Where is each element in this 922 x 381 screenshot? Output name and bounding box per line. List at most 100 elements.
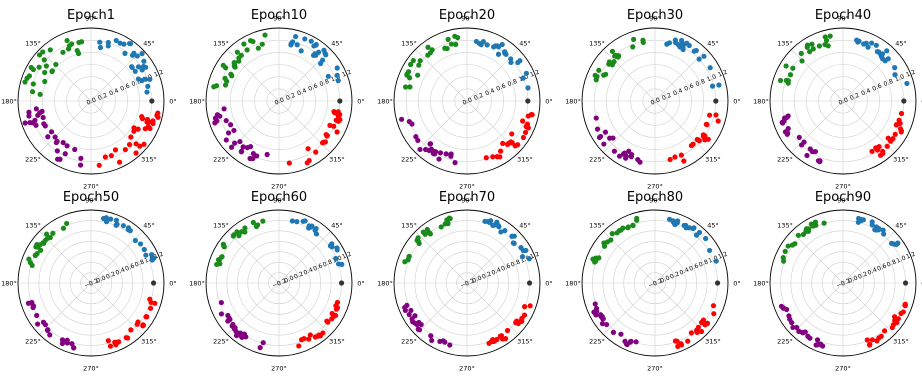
data-point — [407, 84, 413, 90]
data-point — [865, 44, 871, 50]
data-point — [236, 233, 242, 239]
data-point — [448, 151, 454, 157]
data-point — [593, 255, 599, 261]
radial-tick-label: 1.2 — [529, 251, 541, 261]
data-point — [599, 321, 606, 327]
data-point — [53, 61, 59, 68]
data-point — [334, 299, 341, 306]
data-point — [596, 67, 602, 73]
data-point — [69, 341, 75, 347]
data-point — [509, 233, 515, 239]
angular-gridline — [791, 231, 844, 284]
data-point — [42, 78, 48, 85]
polar-subplot: Epoch400°45°90°135°180°225°270°315°0.00.… — [753, 8, 922, 191]
angle-tick-label: 90° — [273, 15, 285, 23]
angle-tick-label: 90° — [837, 197, 849, 205]
angle-tick-label: 90° — [85, 197, 97, 205]
angular-gridline — [466, 282, 519, 335]
subplot-title: Epoch60 — [251, 190, 307, 205]
data-point — [525, 98, 531, 104]
data-point — [672, 37, 678, 43]
angular-gridline — [278, 282, 331, 335]
data-point — [495, 51, 502, 57]
data-point — [902, 303, 908, 309]
data-point — [137, 241, 144, 247]
radial-tick-label: 0.8 — [507, 78, 519, 88]
subplot-title: Epoch50 — [63, 190, 119, 205]
data-point — [794, 324, 800, 331]
angle-tick-label: 225° — [213, 155, 229, 163]
data-point — [633, 339, 639, 345]
angular-gridline — [90, 49, 143, 102]
data-point — [102, 154, 108, 160]
data-point — [873, 145, 879, 151]
data-point — [606, 59, 612, 65]
data-point — [610, 135, 616, 141]
data-point — [327, 122, 333, 128]
data-point — [807, 49, 813, 55]
data-point — [108, 152, 114, 159]
angle-tick-label: 45° — [519, 40, 531, 48]
data-point — [780, 255, 786, 261]
data-point — [601, 243, 608, 249]
data-point — [244, 47, 250, 53]
data-point — [713, 112, 719, 118]
data-point — [221, 106, 227, 112]
angle-tick-label: 0° — [733, 98, 740, 106]
data-point — [698, 319, 705, 326]
data-point — [520, 75, 526, 81]
angle-tick-label: 225° — [25, 155, 41, 163]
radial-tick-label: 0.6 — [500, 263, 512, 273]
data-point — [688, 330, 695, 336]
data-point — [293, 33, 299, 40]
data-point — [47, 47, 53, 53]
data-point — [425, 44, 431, 50]
data-point — [442, 339, 448, 345]
data-point — [634, 215, 640, 221]
data-point — [855, 39, 861, 45]
data-point — [334, 247, 340, 253]
data-point — [250, 150, 256, 157]
data-point — [514, 318, 520, 324]
data-point — [890, 241, 896, 247]
data-point — [690, 225, 696, 232]
data-point — [698, 328, 705, 335]
data-point — [710, 303, 717, 309]
data-point — [785, 243, 791, 249]
angular-gridline — [842, 100, 895, 153]
data-point — [895, 240, 901, 247]
data-point — [703, 235, 709, 242]
data-point — [54, 148, 60, 154]
data-point — [307, 332, 313, 338]
data-point — [26, 113, 32, 119]
data-point — [241, 41, 247, 47]
angular-gridline — [415, 231, 468, 284]
data-point — [898, 110, 905, 117]
data-point — [255, 45, 261, 51]
data-point — [409, 121, 415, 127]
data-point — [666, 40, 673, 46]
data-point — [306, 336, 312, 342]
subplot-title: Epoch40 — [815, 8, 871, 23]
data-point — [339, 261, 345, 267]
data-point — [486, 219, 493, 226]
data-point — [128, 327, 134, 333]
radial-tick-label: 0.6 — [307, 83, 319, 93]
polar-frame — [205, 27, 353, 175]
data-point — [522, 304, 528, 310]
angular-gridline — [415, 49, 468, 102]
data-point — [786, 313, 792, 319]
data-point — [406, 253, 412, 259]
data-point — [827, 33, 833, 39]
data-point — [22, 120, 28, 126]
data-point — [122, 50, 128, 56]
angle-tick-label: 90° — [85, 15, 97, 23]
angle-tick-label: 0° — [357, 98, 364, 106]
data-point — [884, 143, 890, 149]
data-point — [422, 231, 428, 237]
angle-tick-label: 45° — [707, 222, 719, 230]
radial-tick-label: 0.0 — [471, 274, 483, 284]
angular-gridline — [466, 231, 519, 284]
data-point — [140, 323, 146, 329]
data-point — [592, 259, 598, 265]
